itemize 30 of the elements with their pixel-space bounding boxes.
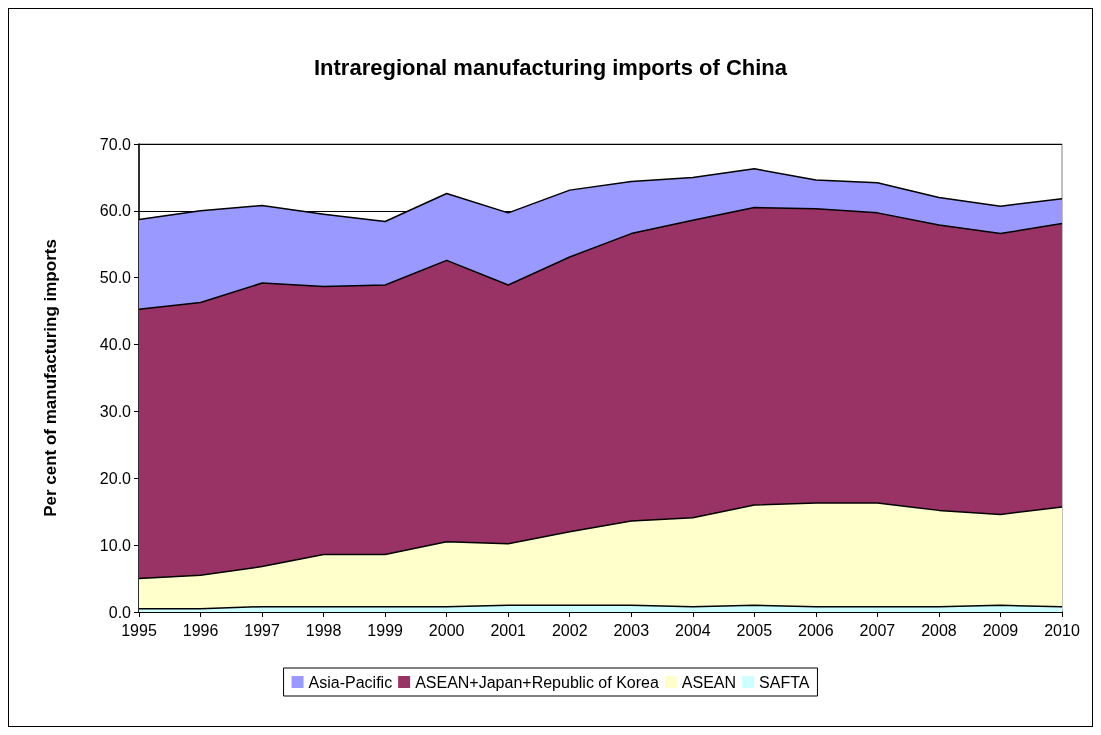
y-tick-label: 30.0: [99, 402, 132, 420]
y-tick-label: 70.0: [99, 135, 132, 153]
chart-title: Intraregional manufacturing imports of China: [313, 54, 788, 80]
legend-label: ASEAN+Japan+Republic of Korea: [415, 673, 659, 691]
x-tick-label: 2008: [921, 621, 957, 639]
y-axis-title: Per cent of manufacturing imports: [41, 239, 60, 517]
y-tick-label: 10.0: [99, 536, 132, 554]
x-tick-label: 1996: [182, 621, 219, 639]
x-tick-label: 1997: [244, 621, 280, 639]
x-tick-label: 2007: [859, 621, 896, 639]
y-tick-label: 0.0: [108, 603, 132, 621]
x-tick-label: 1998: [305, 621, 342, 639]
legend-label: SAFTA: [759, 673, 810, 691]
x-tick-label: 2006: [798, 621, 834, 639]
x-tick-label: 2003: [613, 621, 650, 639]
x-tick-label: 2001: [490, 621, 527, 639]
y-tick-label: 20.0: [99, 469, 132, 487]
x-tick-label: 2000: [428, 621, 465, 639]
x-tick-label: 1999: [367, 621, 404, 639]
y-tick-label: 60.0: [99, 202, 132, 220]
x-tick-label: 2009: [982, 621, 1019, 639]
legend-label: Asia-Pacific: [308, 673, 393, 691]
y-tick-label: 40.0: [99, 336, 132, 354]
y-tick-label: 50.0: [99, 269, 132, 287]
x-tick-label: 2005: [736, 621, 773, 639]
x-tick-label: 2002: [551, 621, 588, 639]
x-tick-label: 1995: [121, 621, 157, 639]
x-tick-label: 2004: [675, 621, 711, 639]
x-tick-label: 2010: [1044, 621, 1080, 639]
legend-label: ASEAN: [681, 673, 737, 691]
